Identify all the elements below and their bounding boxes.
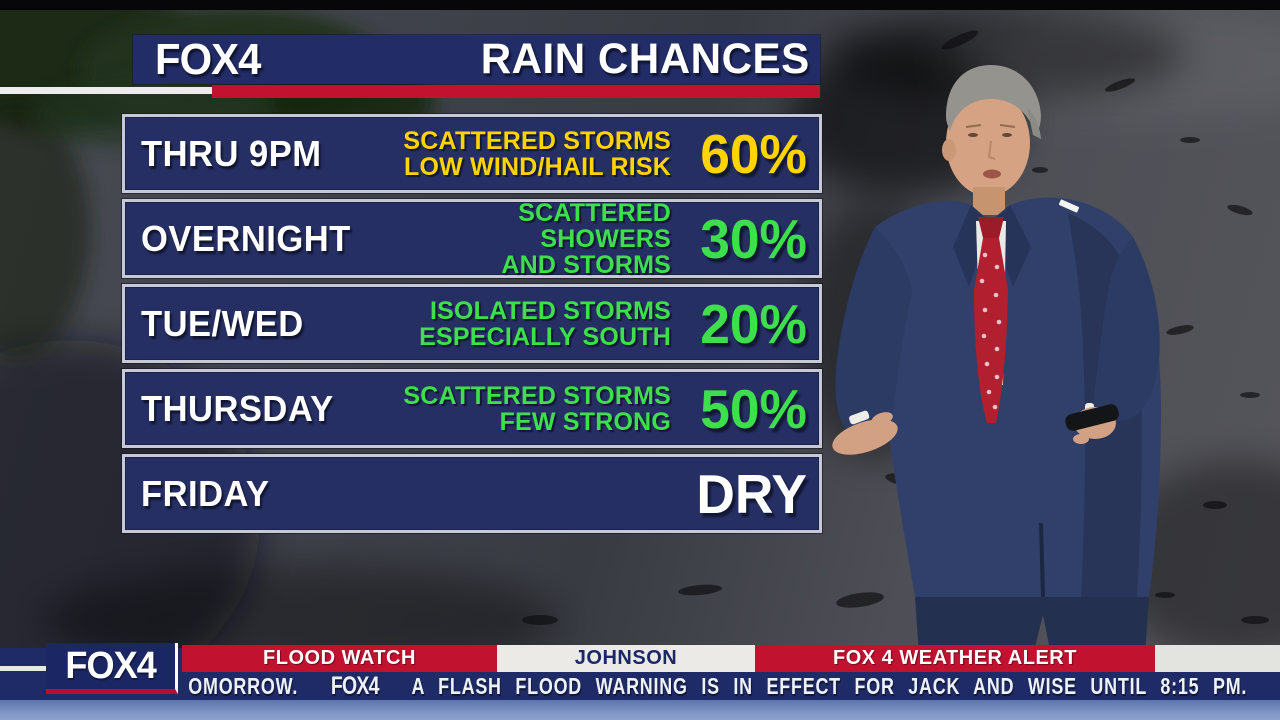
suit-jacket — [872, 197, 1161, 597]
tie — [974, 238, 1008, 423]
row-detail-line2: ESPECIALLY SOUTH — [419, 322, 671, 351]
table-row: TUE/WED ISOLATED STORMS ESPECIALLY SOUTH… — [122, 284, 822, 363]
row-period: OVERNIGHT — [141, 217, 351, 259]
row-detail: SCATTERED SHOWERS AND STORMS — [393, 200, 683, 278]
left-sleeve — [835, 227, 912, 434]
crawl-message: A FLASH FLOOD WARNING IS IN EFFECT FOR J… — [411, 672, 1248, 699]
row-period: TUE/WED — [141, 302, 304, 344]
neck — [973, 187, 1005, 215]
pants — [915, 597, 1149, 655]
fox4-logo-box: FOX4 — [46, 643, 178, 694]
table-row: THRU 9PM SCATTERED STORMS LOW WIND/HAIL … — [122, 114, 822, 193]
clicker — [1065, 404, 1119, 431]
ticker-left-line — [0, 666, 46, 671]
row-detail: SCATTERED STORMS LOW WIND/HAIL RISK — [393, 128, 683, 180]
crawl-fragment: OMORROW. — [188, 672, 299, 699]
row-detail: SCATTERED STORMS FEW STRONG — [393, 383, 683, 435]
row-detail-line1: SCATTERED SHOWERS — [518, 198, 671, 253]
row-detail: ISOLATED STORMS ESPECIALLY SOUTH — [393, 298, 683, 350]
news-crawl: OMORROW. FOX4 A FLASH FLOOD WARNING IS I… — [182, 672, 1280, 700]
left-cuff — [849, 410, 870, 425]
face-features — [965, 124, 1016, 179]
ticker-end-segment — [1155, 645, 1280, 672]
ear — [942, 139, 956, 161]
row-value: 20% — [700, 292, 807, 355]
weather-alert-label: FOX 4 WEATHER ALERT — [833, 647, 1077, 669]
rain-chances-table: THRU 9PM SCATTERED STORMS LOW WIND/HAIL … — [122, 114, 822, 533]
table-row: OVERNIGHT SCATTERED SHOWERS AND STORMS 3… — [122, 199, 822, 278]
weather-alert-segment: FOX 4 WEATHER ALERT — [755, 645, 1155, 672]
table-row: THURSDAY SCATTERED STORMS FEW STRONG 50% — [122, 369, 822, 448]
row-detail-line1: SCATTERED STORMS — [403, 381, 671, 410]
row-value: 30% — [700, 207, 807, 270]
hair — [946, 65, 1041, 135]
panel-header: FOX4 RAIN CHANCES — [133, 35, 820, 84]
tie-dots — [979, 252, 1002, 410]
table-row: FRIDAY DRY — [122, 454, 822, 533]
tie-knot — [978, 217, 1004, 238]
ticker-bottom-strip — [0, 700, 1280, 720]
fox4-brand: FOX4 — [155, 34, 261, 84]
fox4-logo: FOX4 — [65, 644, 156, 687]
weatherman-illustration — [832, 65, 1161, 655]
page-title: RAIN CHANCES — [481, 35, 810, 83]
crawl-brand: FOX4 — [330, 672, 380, 700]
county-segment: JOHNSON — [497, 645, 755, 672]
row-detail-line1: SCATTERED STORMS — [403, 126, 671, 155]
row-period: FRIDAY — [141, 472, 270, 514]
ticker-label-bar: FLOOD WATCH JOHNSON FOX 4 WEATHER ALERT — [182, 645, 1280, 672]
row-value: 50% — [700, 377, 807, 440]
letterbox-bar — [0, 0, 1280, 10]
row-period: THURSDAY — [141, 387, 334, 429]
flood-watch-label: FLOOD WATCH — [263, 647, 416, 669]
right-sleeve — [1093, 237, 1160, 421]
flood-watch-segment: FLOOD WATCH — [182, 645, 497, 672]
row-detail-line2: AND STORMS — [501, 250, 671, 279]
row-detail-line2: FEW STRONG — [499, 407, 671, 436]
row-value: 60% — [700, 122, 807, 185]
left-hand — [832, 412, 898, 455]
row-detail-line1: ISOLATED STORMS — [430, 296, 671, 325]
row-detail-line2: LOW WIND/HAIL RISK — [403, 152, 671, 181]
row-period: THRU 9PM — [141, 132, 322, 174]
pocket-square — [1058, 199, 1080, 213]
header-underline-white — [0, 87, 212, 94]
row-value: DRY — [696, 462, 807, 525]
header-underline-red — [212, 85, 820, 98]
county-label: JOHNSON — [574, 647, 678, 669]
face — [946, 90, 1030, 196]
